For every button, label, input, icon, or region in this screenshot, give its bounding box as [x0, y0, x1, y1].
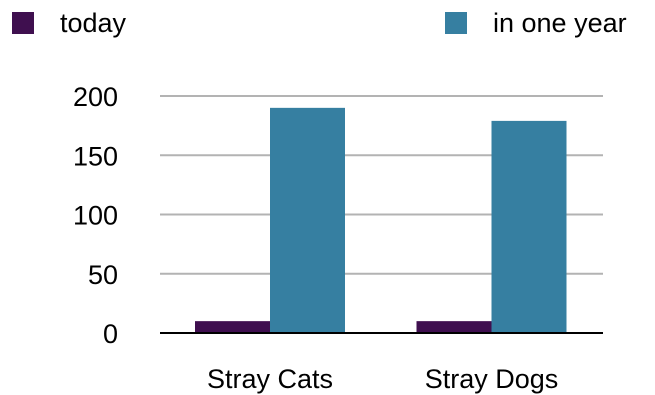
- legend-label-today: today: [60, 7, 127, 38]
- y-tick-label: 150: [73, 141, 118, 171]
- legend-swatch-today: [12, 12, 34, 34]
- bar-in-one-year-stray-cats: [270, 107, 345, 333]
- bar-today-stray-cats: [195, 321, 270, 333]
- y-tick-label: 50: [88, 260, 118, 290]
- bar-in-one-year-stray-dogs: [491, 120, 567, 333]
- legend-item-today: today: [12, 8, 126, 38]
- legend-item-in-one-year: in one year: [445, 8, 627, 38]
- legend-label-in-one-year: in one year: [493, 7, 627, 38]
- y-tick-label: 0: [103, 319, 118, 349]
- legend-swatch-in-one-year: [445, 12, 467, 34]
- bar-today-stray-dogs: [416, 321, 492, 333]
- y-tick-label: 100: [73, 201, 118, 231]
- x-tick-label: Stray Cats: [207, 364, 333, 394]
- y-tick-label: 200: [73, 82, 118, 112]
- x-tick-label: Stray Dogs: [425, 364, 559, 394]
